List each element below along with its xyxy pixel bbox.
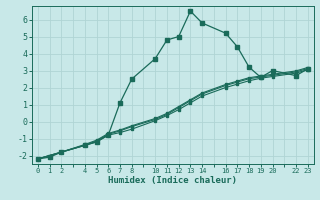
X-axis label: Humidex (Indice chaleur): Humidex (Indice chaleur)	[108, 176, 237, 185]
